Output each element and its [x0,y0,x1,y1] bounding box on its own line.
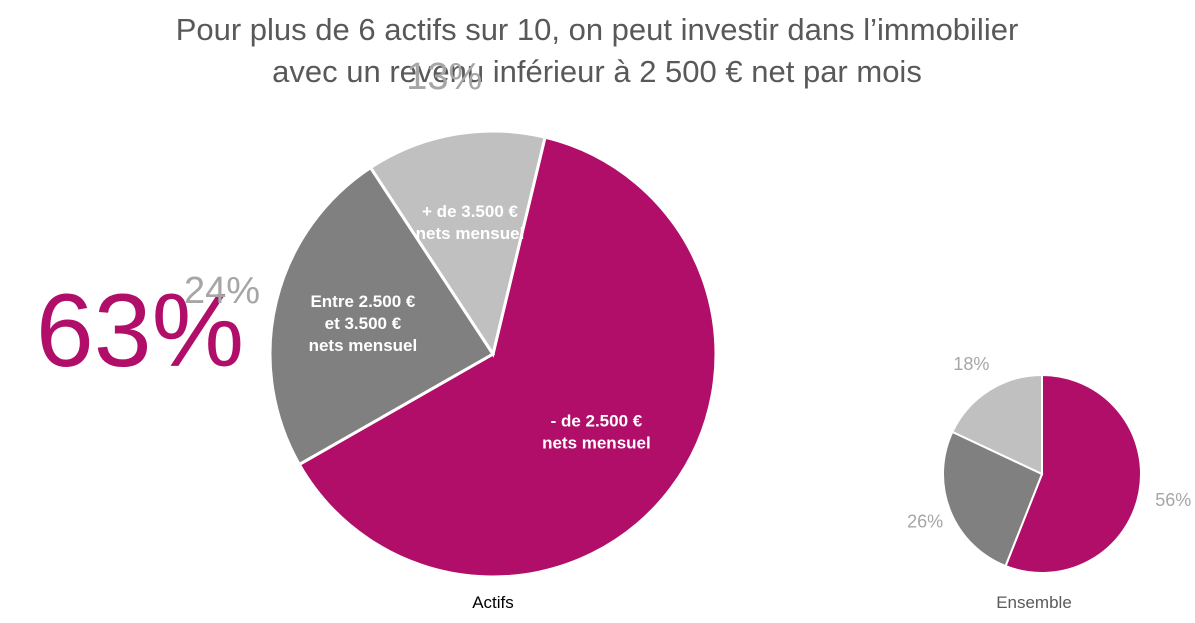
pie-ensemble-slice-2 [951,373,1043,476]
pie-actifs-slice-2-label-line-1: nets mensuel [416,224,525,243]
pie-ensemble-slice-2-percent: 18% [953,354,989,374]
pie-ensemble-caption: Ensemble [996,593,1072,612]
pie-actifs-slice-1-label-line-0: Entre 2.500 € [310,292,415,311]
pie-actifs-slice-1 [268,165,496,467]
pie-ensemble-slice-1 [942,430,1044,568]
pie-ensemble-slice-0-percent: 56% [1155,490,1191,510]
pie-actifs-slice-2-label-line-0: + de 3.500 € [422,202,518,221]
chart-title-line-1: Pour plus de 6 actifs sur 10, on peut in… [176,12,1019,47]
highlight-percentage: 63% [36,273,244,389]
pie-actifs-slice-1-percent: 24% [184,270,260,312]
pie-actifs-slice-2-percent: 13% [406,56,482,98]
pie-ensemble-slice-1-percent: 26% [907,511,943,531]
pie-actifs-slice-2 [368,129,547,358]
pie-actifs: - de 2.500 € nets mensuel Entre 2.500 € et … [184,56,718,579]
pie-actifs-slice-0 [297,135,718,579]
chart-title-line-2: avec un revenu inférieur à 2 500 € net p… [272,54,922,89]
pie-ensemble-slice-0 [1004,373,1142,574]
pie-ensemble: 56% 26% 18% [907,354,1191,574]
pie-actifs-slice-1-label-line-1: et 3.500 € [325,314,402,333]
pie-actifs-slice-0-label-line-0: - de 2.500 € [551,412,643,431]
pie-actifs-caption: Actifs [472,593,514,612]
pie-actifs-slice-1-label-line-2: nets mensuel [309,336,418,355]
pie-actifs-slice-0-label-line-1: nets mensuel [542,434,651,453]
